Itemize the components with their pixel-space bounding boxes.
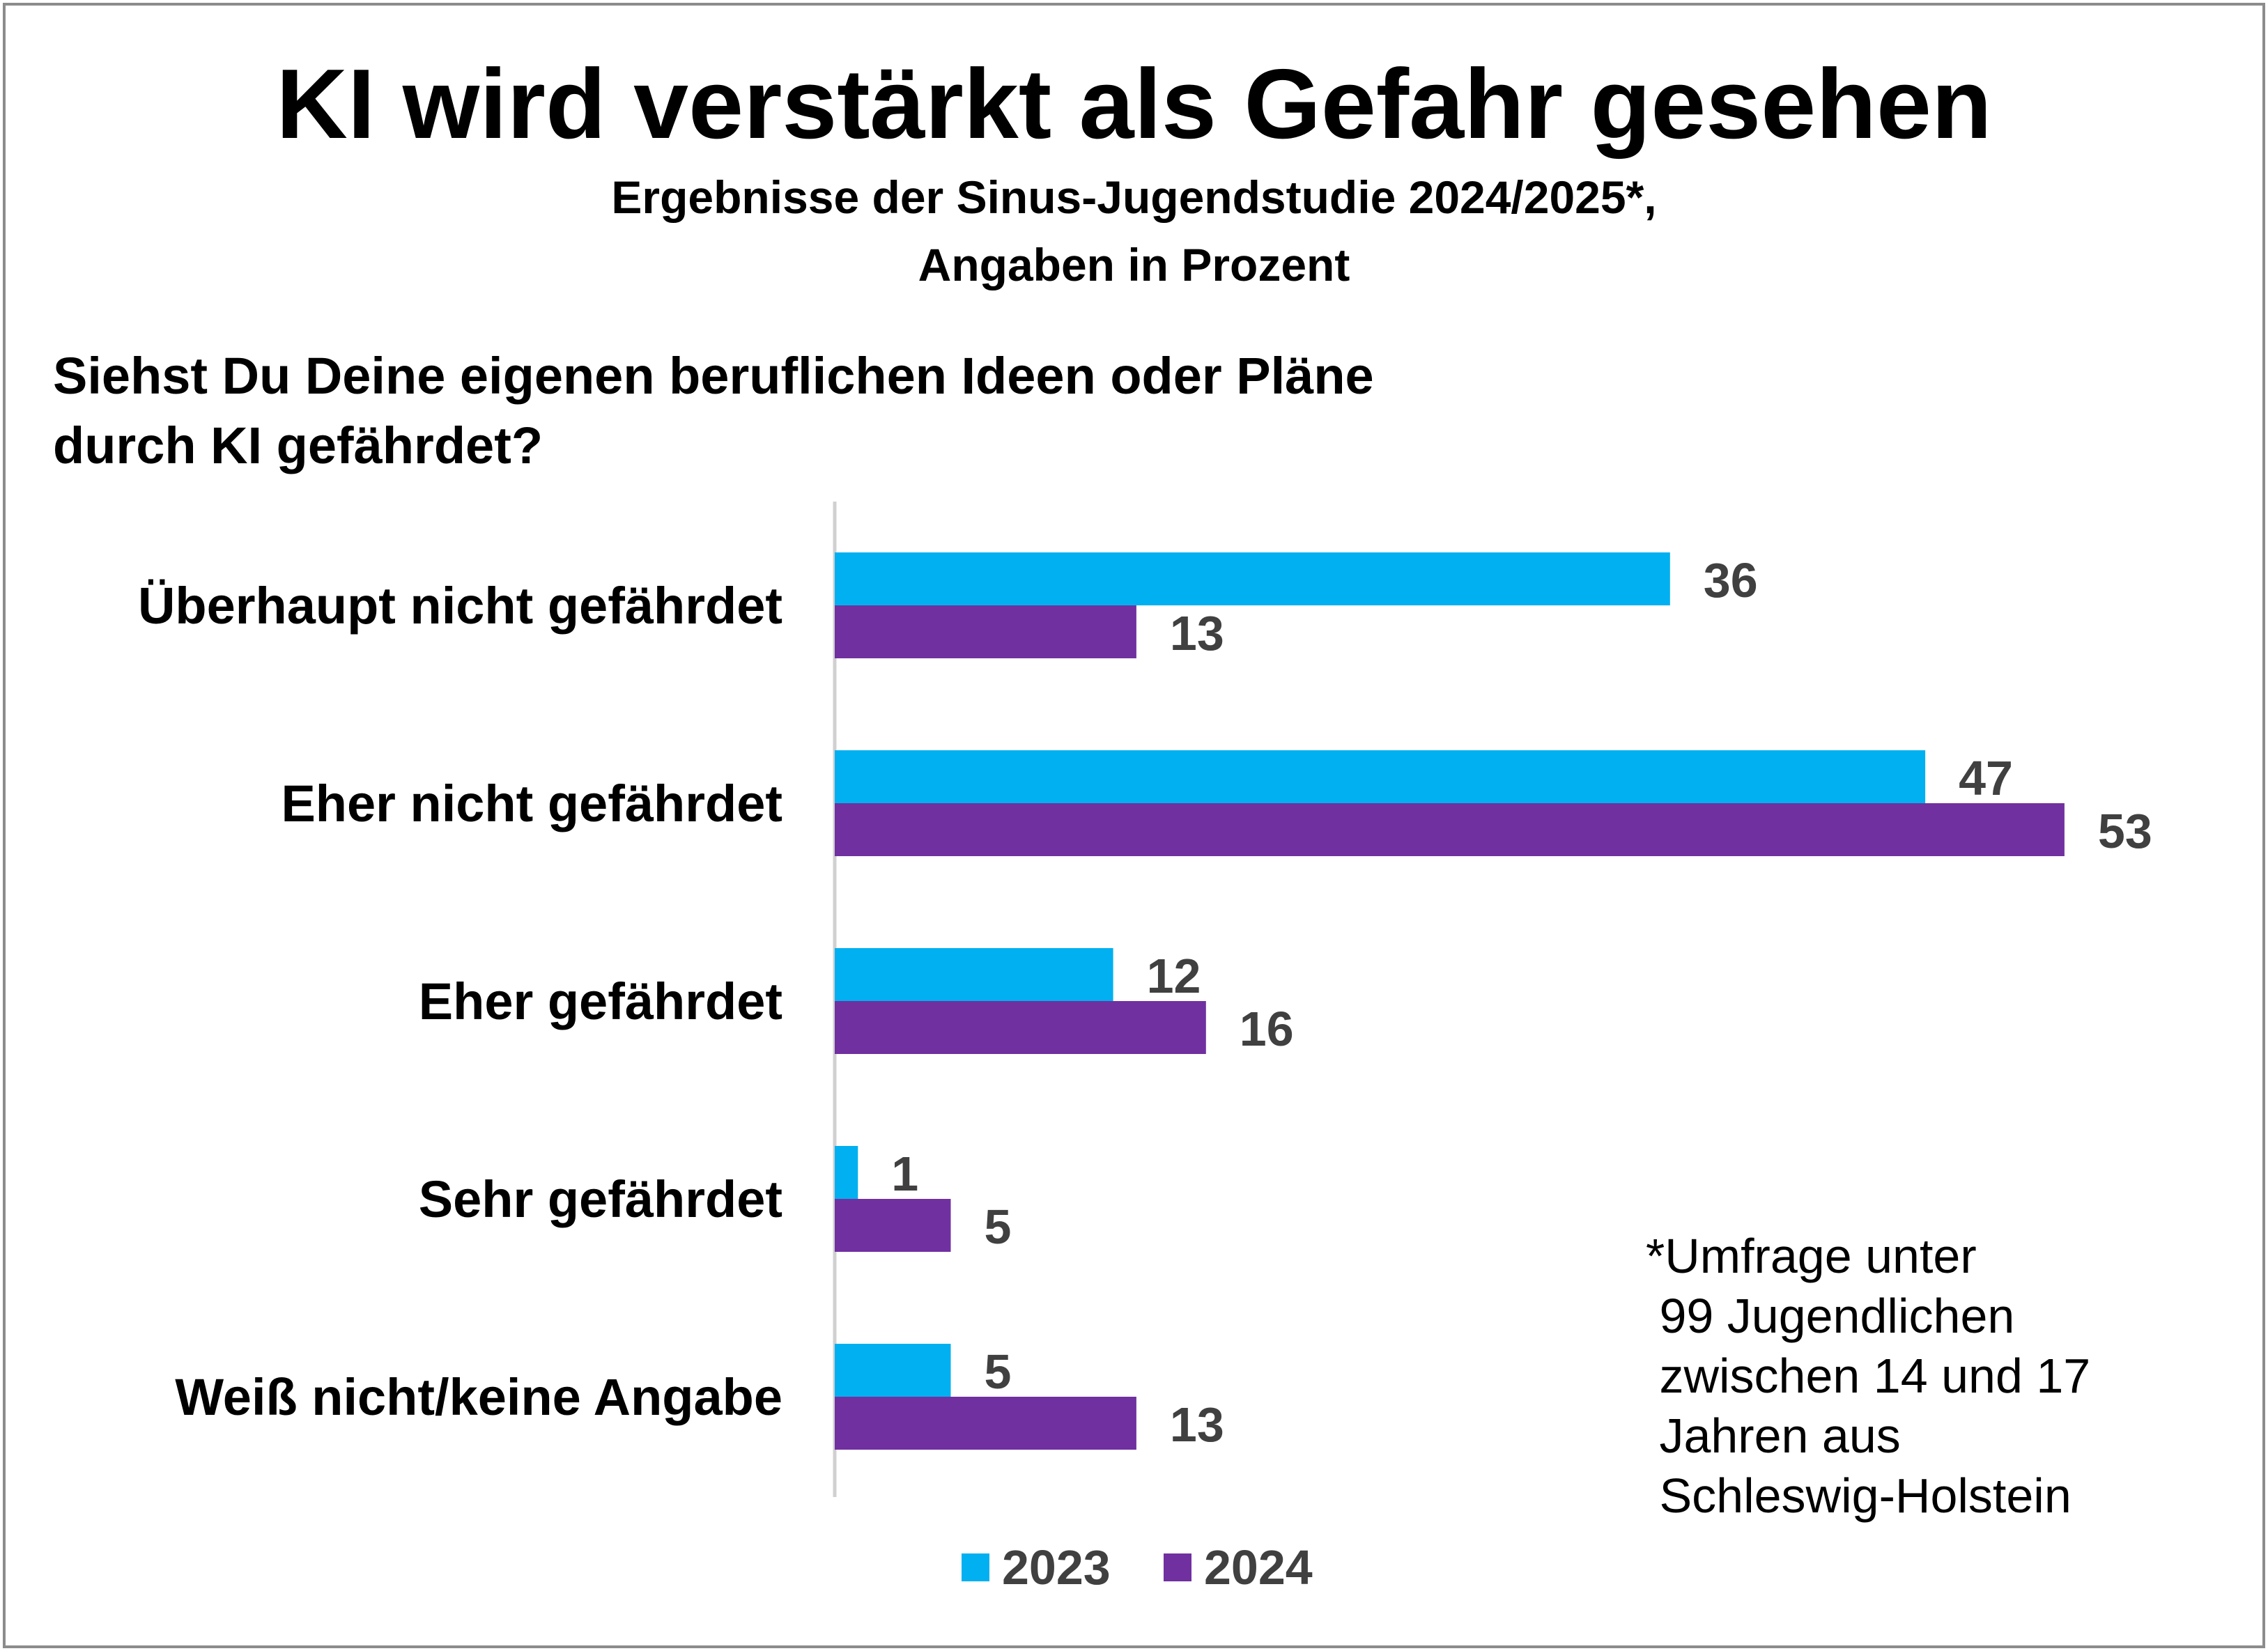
- data-label-2024: 13: [1170, 606, 1224, 660]
- bar-2024: [835, 1397, 1136, 1450]
- data-label-2024: 16: [1240, 1002, 1294, 1056]
- category-label: Sehr gefährdet: [419, 1170, 782, 1228]
- legend-swatch-2024: [1164, 1553, 1191, 1581]
- data-label-2023: 12: [1147, 949, 1201, 1003]
- bar-2024: [835, 803, 2065, 856]
- bar-2023: [835, 1146, 858, 1199]
- bar-2023: [835, 552, 1670, 605]
- legend-label-2023: 2023: [1002, 1540, 1111, 1595]
- legend-swatch-2023: [962, 1553, 989, 1581]
- bar-2023: [835, 948, 1113, 1001]
- bar-2023: [835, 750, 1926, 803]
- chart-subtitle-line-2: Angaben in Prozent: [918, 239, 1350, 290]
- footnote-line: 99 Jugendlichen: [1646, 1289, 2015, 1343]
- category-label: Weiß nicht/keine Angabe: [175, 1368, 782, 1426]
- chart-subtitle-line-1: Ergebnisse der Sinus-Jugendstudie 2024/2…: [611, 171, 1657, 223]
- footnote-line: zwischen 14 und 17: [1646, 1349, 2091, 1403]
- data-label-2023: 36: [1704, 553, 1758, 607]
- chart-title: KI wird verstärkt als Gefahr gesehen: [276, 49, 1992, 160]
- category-label: Überhaupt nicht gefährdet: [138, 577, 782, 635]
- category-label: Eher nicht gefährdet: [281, 775, 782, 832]
- data-label-2024: 5: [985, 1200, 1012, 1254]
- bar-2024: [835, 605, 1136, 658]
- data-label-2024: 13: [1170, 1397, 1224, 1452]
- footnote-line: Schleswig-Holstein: [1646, 1468, 2072, 1523]
- data-label-2024: 53: [2098, 804, 2152, 858]
- bar-2023: [835, 1344, 951, 1397]
- data-label-2023: 47: [1959, 751, 2013, 805]
- chart-frame: [3, 3, 2265, 1648]
- question-line-1: Siehst Du Deine eigenen beruflichen Idee…: [53, 347, 1374, 405]
- footnote-line: Jahren aus: [1646, 1409, 1901, 1463]
- category-label: Eher gefährdet: [419, 972, 782, 1030]
- question-line-2: durch KI gefährdet?: [53, 417, 543, 474]
- data-label-2023: 1: [891, 1147, 918, 1201]
- data-label-2023: 5: [985, 1344, 1012, 1399]
- bar-2024: [835, 1001, 1206, 1054]
- footnote-line: *Umfrage unter: [1646, 1229, 1977, 1283]
- legend-label-2024: 2024: [1204, 1540, 1313, 1595]
- bar-2024: [835, 1199, 951, 1252]
